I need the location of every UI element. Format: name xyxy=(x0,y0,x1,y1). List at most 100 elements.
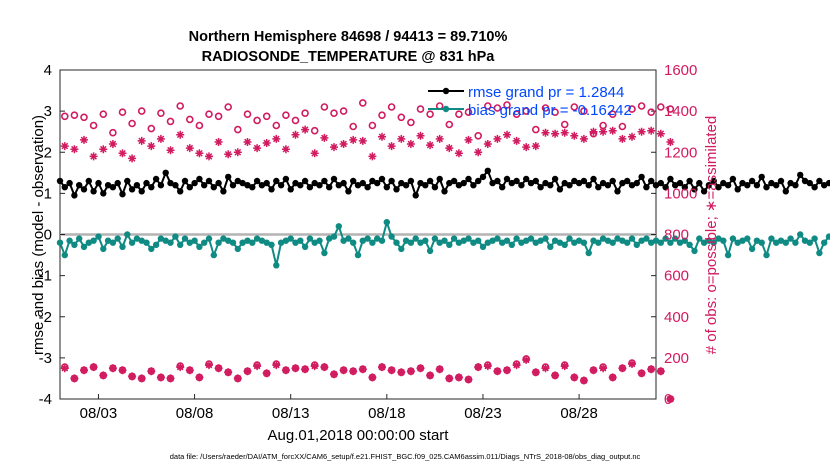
assimilated_low-marker xyxy=(599,364,608,373)
bias-point xyxy=(676,239,684,246)
assimilated-marker xyxy=(330,143,338,152)
rmse-point xyxy=(181,177,189,185)
bias-point xyxy=(61,251,68,259)
possible-marker xyxy=(243,110,252,118)
bias-point xyxy=(90,237,97,244)
rmse-point xyxy=(518,182,525,189)
bias-point xyxy=(806,239,813,246)
rmse-point xyxy=(66,179,73,187)
possible-marker xyxy=(531,125,540,134)
bias-point xyxy=(797,231,804,238)
assimilated_low-marker xyxy=(118,366,127,375)
bias-point xyxy=(821,239,828,246)
assimilated-marker xyxy=(445,144,454,153)
assimilated_low-marker xyxy=(205,361,213,370)
assimilated_low-marker xyxy=(253,362,262,371)
rmse-point xyxy=(470,182,477,189)
rmse-point xyxy=(532,177,539,185)
bias-point xyxy=(76,235,83,242)
x-tick-label: 08/13 xyxy=(272,405,310,422)
rmse-point xyxy=(109,184,117,191)
bias-point xyxy=(720,237,727,244)
bias-point xyxy=(479,243,487,250)
rmse-point xyxy=(657,179,664,187)
bias-point xyxy=(460,237,467,244)
assimilated_low-marker xyxy=(666,395,675,403)
rmse-point xyxy=(609,177,616,185)
bias-point xyxy=(374,235,381,242)
rmse-point xyxy=(61,184,68,191)
bias-point xyxy=(643,235,650,242)
rmse-point xyxy=(556,186,564,193)
rmse-point xyxy=(513,177,520,185)
possible-marker xyxy=(205,110,213,118)
rmse-point xyxy=(431,184,439,191)
possible-marker xyxy=(224,103,232,111)
data-file-footnote: data file: /Users/raeder/DAI/ATM_forcXX/… xyxy=(170,452,641,461)
bias-point xyxy=(354,251,362,259)
bias-point xyxy=(80,243,88,250)
x-axis-label: Aug.01,2018 00:00:00 start xyxy=(268,427,450,444)
bias-point xyxy=(758,239,765,246)
legend-rmse-marker xyxy=(442,87,450,95)
rmse-point xyxy=(777,177,785,185)
bias-point xyxy=(532,239,539,246)
y-right-tick-label: 0 xyxy=(664,391,672,408)
rmse-point xyxy=(152,175,160,183)
rmse-point xyxy=(167,179,174,187)
bias-point xyxy=(705,237,713,244)
assimilated-marker xyxy=(406,140,415,148)
rmse-point xyxy=(797,171,804,179)
assimilated-marker xyxy=(493,134,502,143)
bias-point xyxy=(614,235,621,242)
assimilated-marker xyxy=(349,135,358,144)
bias-point xyxy=(398,245,405,253)
bias-point xyxy=(446,241,453,248)
bias-point xyxy=(287,235,294,242)
rmse-point xyxy=(811,184,818,191)
bias-point xyxy=(369,239,376,246)
assimilated-marker xyxy=(618,134,627,143)
bias-point xyxy=(128,239,136,246)
bias-point xyxy=(681,237,688,244)
rmse-point xyxy=(710,177,717,185)
assimilated_low-marker xyxy=(416,364,425,373)
assimilated-marker xyxy=(243,138,252,146)
y-left-tick-label: -1 xyxy=(39,268,52,285)
bias-point xyxy=(436,239,443,246)
assimilated-marker xyxy=(378,132,386,141)
bias-point xyxy=(282,237,290,244)
assimilated-marker xyxy=(195,149,204,158)
bias-point xyxy=(724,251,732,259)
bias-point xyxy=(273,262,280,269)
bias-point xyxy=(484,239,491,246)
rmse-point xyxy=(455,182,463,189)
rmse-point xyxy=(643,184,650,191)
possible-marker xyxy=(147,124,156,133)
rmse-point xyxy=(263,179,270,187)
y-right-tick-label: 800 xyxy=(664,227,689,244)
assimilated-marker xyxy=(185,144,194,153)
rmse-point xyxy=(306,184,314,191)
bias-point xyxy=(801,237,809,244)
assimilated_low-marker xyxy=(406,367,415,376)
chart-title-line2: RADIOSONDE_TEMPERATURE @ 831 hPa xyxy=(202,49,496,65)
rmse-point xyxy=(354,182,362,189)
rmse-point xyxy=(628,182,636,189)
rmse-point xyxy=(547,182,554,189)
rmse-point xyxy=(753,182,761,189)
rmse-point xyxy=(465,175,472,183)
rmse-point xyxy=(340,179,347,187)
rmse-point xyxy=(624,177,631,185)
bias-point xyxy=(816,249,823,257)
rmse-point xyxy=(104,182,112,189)
rmse-point xyxy=(119,191,126,198)
assimilated_low-marker xyxy=(176,363,185,372)
possible-marker xyxy=(503,101,511,109)
bias-point xyxy=(359,237,366,244)
possible-marker xyxy=(301,109,309,117)
bias-point xyxy=(624,239,631,246)
left-axis-tick-labels: -4 -3 -2 -1 0 1 2 3 4 xyxy=(39,62,52,408)
assimilated_low-marker xyxy=(185,366,194,375)
rmse-point xyxy=(76,182,83,189)
